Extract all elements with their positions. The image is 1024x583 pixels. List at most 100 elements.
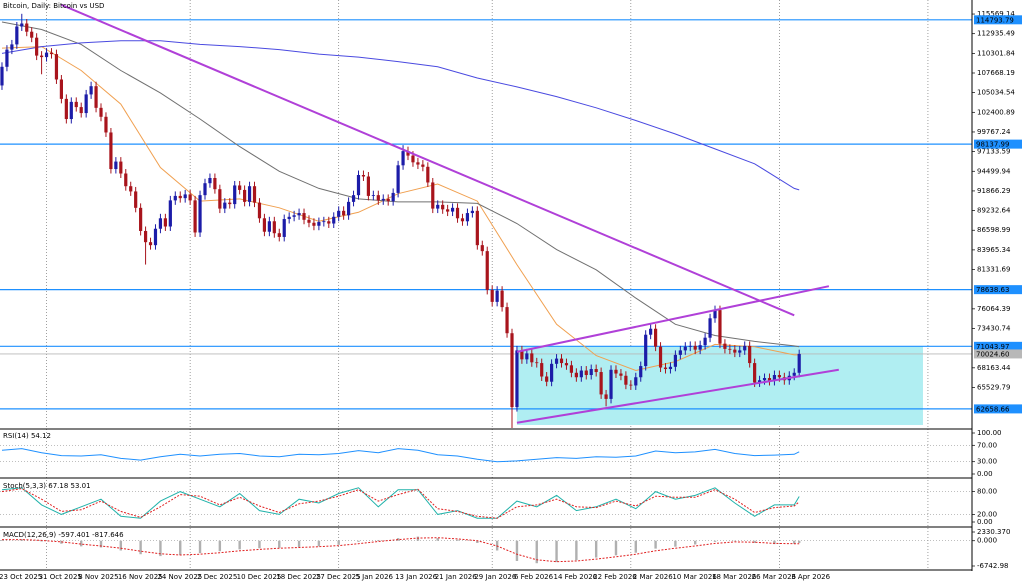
candle-body [485, 251, 489, 290]
candle-body [228, 202, 232, 205]
y-tick-label: 89232.64 [977, 207, 1011, 215]
candle-body [0, 66, 4, 86]
candle-body [688, 345, 692, 347]
histogram-bar [238, 540, 241, 550]
candle-body [441, 204, 445, 210]
candle-body [158, 218, 163, 229]
histogram-bar [733, 540, 737, 542]
candle-body [515, 350, 519, 408]
candle-body [188, 194, 192, 201]
candle-body [104, 116, 108, 133]
candle-body [208, 177, 212, 184]
level-label-box [974, 15, 1022, 25]
candle-body [69, 101, 73, 120]
y-tick-label: 100.00 [977, 429, 1002, 437]
histogram-bar [198, 540, 202, 554]
candle-body [683, 346, 687, 351]
candle-body [649, 328, 653, 335]
histogram-bar [278, 540, 281, 548]
histogram-bar [218, 540, 222, 552]
candle-body [272, 221, 276, 234]
panel-title: MACD(12,26,9) -597.401 -817.646 [3, 531, 124, 539]
candle-body [698, 345, 702, 350]
candle-body [777, 375, 781, 378]
indicator-line [2, 537, 800, 563]
histogram-bar [317, 540, 321, 547]
candle-body [173, 195, 177, 201]
candle-body [64, 98, 68, 120]
x-tick-label: 10 Mar 2026 [672, 573, 717, 581]
candle-body [109, 132, 113, 170]
x-tick-label: 5 Jan 2026 [355, 573, 393, 581]
candle-body [332, 216, 336, 224]
x-tick-label: 24 Nov 2025 [157, 573, 202, 581]
histogram-bar [456, 539, 459, 541]
candle-body [44, 52, 49, 58]
level-label-box [974, 285, 1022, 295]
moving-average-line [1, 40, 800, 191]
last-price-label-box [974, 349, 1022, 359]
candle-body [554, 358, 559, 364]
y-tick-label: 80.00 [977, 488, 997, 496]
histogram-bar [476, 540, 479, 543]
moving-average-line [1, 21, 800, 348]
y-tick-label: 65529.79 [977, 383, 1010, 391]
candle-body [163, 218, 167, 227]
candle-body [247, 186, 252, 202]
candle-body [762, 377, 767, 381]
candle-body [599, 372, 603, 395]
histogram-bar [337, 540, 340, 545]
level-label-box [974, 404, 1022, 414]
candle-body [574, 372, 578, 378]
candle-body [708, 318, 712, 338]
candle-body [589, 369, 593, 376]
candle-body [153, 228, 158, 246]
candle-body [500, 290, 504, 308]
histogram-bar [634, 540, 637, 553]
candle-body [619, 373, 623, 376]
candle-body [693, 345, 697, 350]
candle-body [346, 201, 351, 216]
histogram-bar [139, 540, 142, 555]
histogram-bar [594, 540, 598, 558]
y-tick-label: 97133.59 [977, 148, 1010, 156]
candle-body [624, 375, 628, 385]
candle-body [450, 207, 455, 212]
candle-body [614, 369, 618, 374]
y-tick-label: 73430.74 [977, 325, 1011, 333]
candle-body [178, 195, 182, 199]
candle-body [559, 358, 564, 364]
x-tick-label: 23 Oct 2025 [0, 573, 42, 581]
histogram-bar [80, 540, 83, 547]
candle-body [198, 195, 202, 233]
candle-body [767, 377, 772, 381]
candle-body [510, 333, 514, 408]
x-tick-label: 13 Jan 2026 [395, 573, 438, 581]
candle-body [252, 186, 257, 203]
candle-body [416, 162, 420, 165]
candle-body [361, 175, 366, 177]
candle-body [257, 202, 262, 219]
candle-body [540, 363, 544, 377]
candle-body [282, 219, 286, 237]
candle-body [426, 166, 430, 183]
histogram-bar [159, 540, 162, 557]
candle-body [139, 207, 143, 231]
candle-body [307, 219, 311, 223]
candle-body [465, 213, 470, 222]
candle-body [455, 207, 460, 219]
candle-body [639, 366, 643, 378]
level-label: 71043.97 [976, 343, 1009, 351]
candle-body [421, 164, 425, 167]
candle-body [505, 307, 509, 334]
histogram-bar [614, 540, 618, 556]
candle-body [183, 194, 187, 199]
candle-body [733, 349, 737, 353]
y-tick-label: 86598.99 [977, 226, 1010, 234]
candle-body [243, 189, 247, 202]
candle-body [312, 222, 316, 226]
indicator-line [1, 487, 800, 519]
candle-body [609, 369, 613, 399]
x-tick-label: 3 Apr 2026 [791, 573, 830, 581]
candle-body [723, 343, 727, 349]
